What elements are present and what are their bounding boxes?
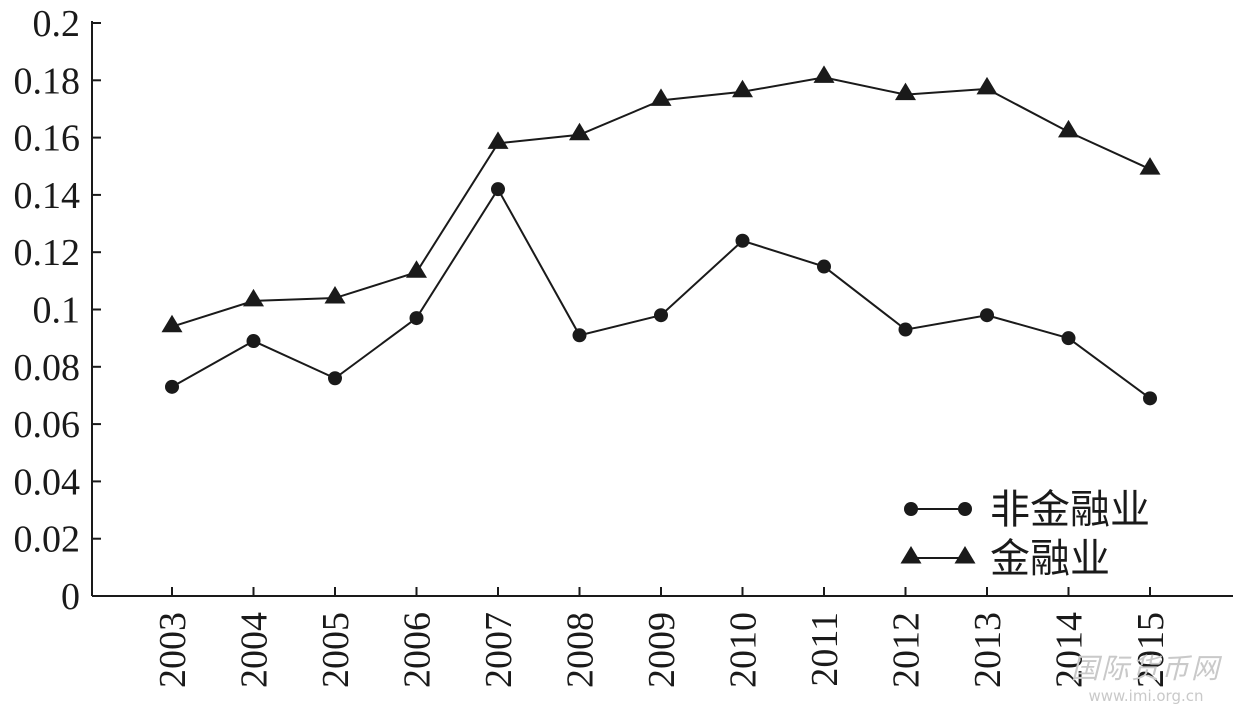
- y-tick-label: 0.16: [14, 118, 81, 160]
- data-point-circle: [980, 308, 994, 323]
- data-point-circle: [409, 311, 424, 326]
- x-tick-label: 2005: [315, 612, 357, 688]
- y-tick-label: 0.02: [14, 519, 81, 561]
- series-2: [161, 65, 1161, 333]
- series-1: [165, 182, 1157, 406]
- data-point-triangle: [1058, 119, 1079, 138]
- x-tick-label: 2012: [886, 612, 928, 688]
- y-tick-label: 0: [61, 576, 80, 618]
- x-tick-label: 2006: [397, 612, 439, 688]
- y-tick-label: 0.14: [14, 175, 81, 217]
- y-tick-label: 0.1: [33, 290, 81, 332]
- x-tick-label: 2011: [804, 612, 846, 687]
- x-tick-label: 2014: [1049, 612, 1091, 688]
- y-tick-label: 0.2: [33, 3, 81, 45]
- series-group: [161, 65, 1161, 406]
- data-point-circle: [1143, 391, 1157, 406]
- data-point-triangle: [1139, 157, 1161, 175]
- y-tick-label: 0.06: [14, 404, 81, 446]
- legend-item: 非金融业: [904, 487, 1150, 533]
- legend-label: 金融业: [990, 536, 1110, 582]
- y-tick-label: 0.18: [14, 60, 81, 102]
- series-line: [171, 187, 1151, 400]
- x-tick-label: 2003: [152, 612, 194, 688]
- x-tick-label: 2010: [723, 612, 765, 688]
- data-point-circle: [246, 334, 261, 349]
- data-point-triangle: [895, 82, 916, 101]
- data-point-triangle: [650, 88, 672, 106]
- x-tick-label: 2004: [234, 612, 276, 688]
- data-point-circle: [817, 259, 831, 274]
- data-point-circle: [572, 328, 587, 343]
- legend-label: 非金融业: [990, 487, 1150, 533]
- data-point-circle: [735, 233, 750, 248]
- watermark-logo-text: 国际货币网: [1070, 652, 1221, 685]
- data-point-triangle: [813, 65, 835, 83]
- data-point-circle: [491, 182, 505, 197]
- data-point-circle: [165, 379, 179, 394]
- y-tick-label: 0.04: [14, 461, 81, 503]
- data-point-triangle: [161, 314, 183, 333]
- data-point-triangle: [569, 122, 590, 141]
- x-tick-label: 2013: [967, 612, 1009, 688]
- legend-item: 金融业: [900, 536, 1110, 582]
- x-tick-label: 2009: [641, 612, 683, 688]
- data-point-circle: [654, 308, 668, 323]
- watermark: 国际货币网 www.imi.org.cn: [1071, 647, 1221, 705]
- y-axis-ticks: 0 0.02 0.04 0.06 0.08 0.1 0.12 0.14 0.16 0.18 0.2: [14, 3, 101, 618]
- data-point-circle: [898, 322, 913, 337]
- series-line: [171, 76, 1151, 328]
- data-point-triangle: [243, 288, 264, 307]
- x-tick-label: 2015: [1130, 612, 1172, 688]
- watermark-url: www.imi.org.cn: [1088, 687, 1204, 705]
- legend-marker: [904, 502, 918, 516]
- y-tick-label: 0.12: [14, 232, 81, 274]
- y-tick-label: 0.08: [14, 347, 81, 389]
- x-axis-ticks: 2003 2004 2005 2006 2007 2008 2009 2010 2011 2012…: [152, 587, 1172, 688]
- data-point-triangle: [324, 286, 346, 304]
- data-point-triangle: [406, 260, 427, 278]
- data-point-triangle: [976, 76, 998, 95]
- data-point-circle: [1061, 331, 1076, 346]
- legend-marker: [954, 546, 976, 564]
- data-point-triangle: [487, 131, 509, 149]
- data-point-triangle: [732, 79, 753, 98]
- x-tick-label: 2008: [560, 612, 602, 688]
- legend-marker: [958, 502, 972, 516]
- data-point-circle: [328, 371, 342, 386]
- legend-marker: [900, 546, 922, 564]
- x-tick-label: 2007: [478, 612, 520, 688]
